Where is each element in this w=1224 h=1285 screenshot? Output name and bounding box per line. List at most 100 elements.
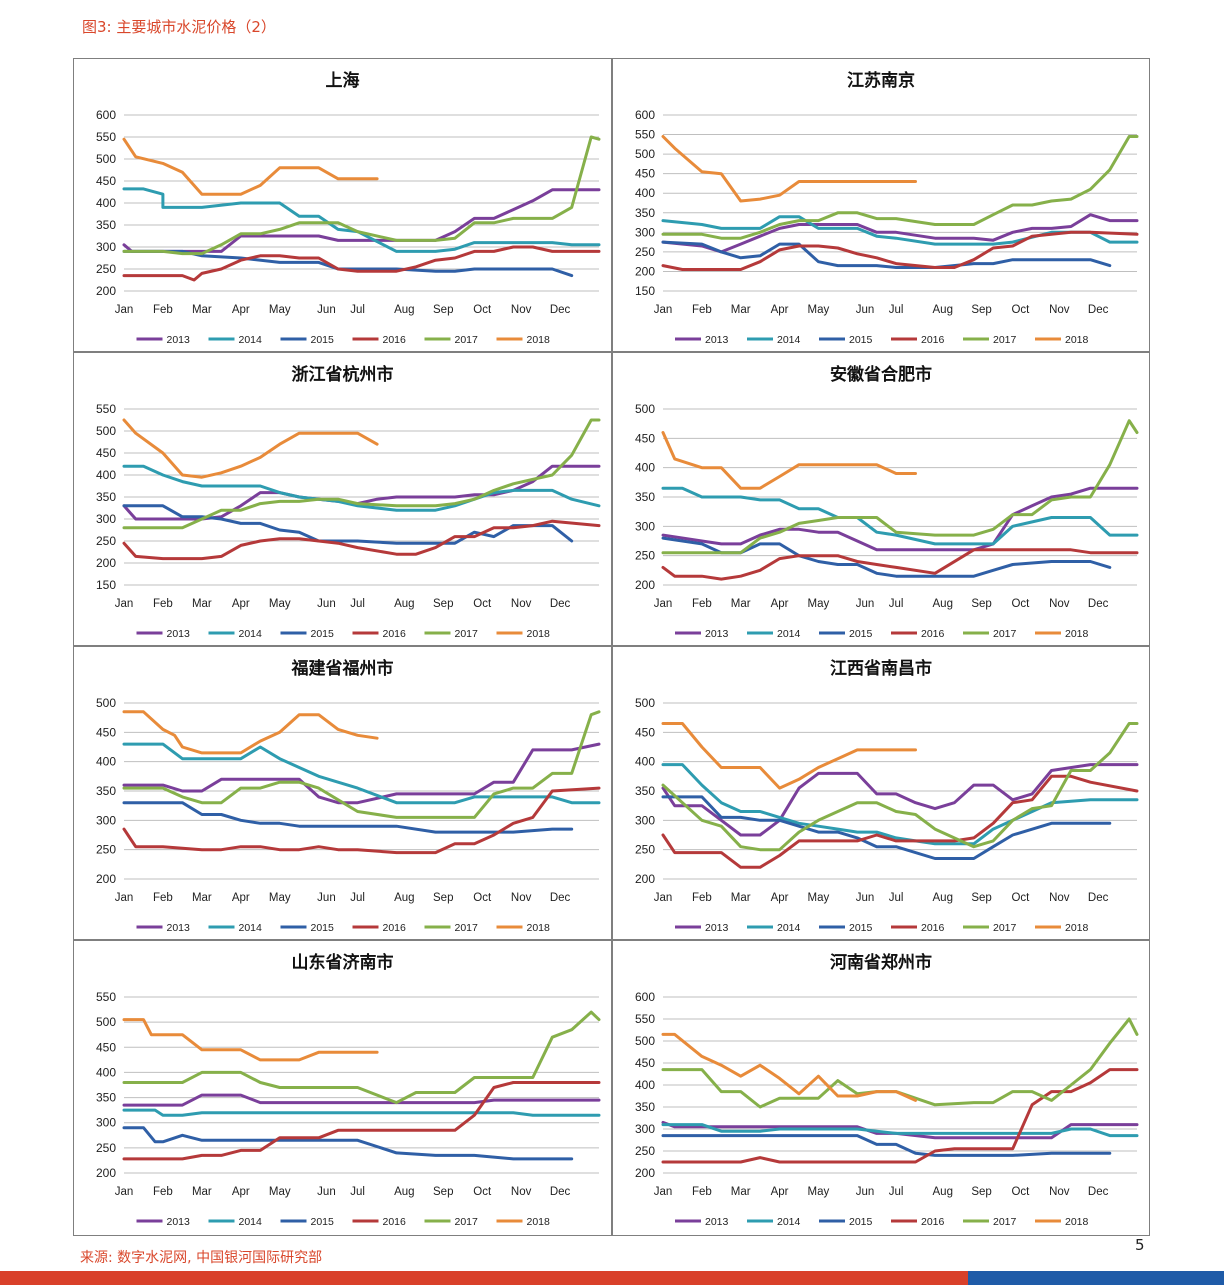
chart-legend: 2013 2014 2015 2016 2017 2018	[136, 1216, 550, 1228]
chart-title: 江苏南京	[847, 70, 915, 91]
legend-label-2016: 2016	[383, 334, 407, 346]
x-tick-label: Jun	[856, 598, 875, 610]
legend-label-2017: 2017	[455, 628, 479, 640]
x-tick-label: Nov	[1049, 598, 1070, 610]
legend-label-2015: 2015	[849, 922, 873, 934]
x-tick-label: May	[808, 598, 830, 610]
y-tick-label: 450	[96, 725, 116, 739]
x-tick-label: Mar	[731, 892, 751, 904]
chart-panel-zhengzhou: 河南省郑州市 200 250 300 350 400 450 500 550 600 Jan Feb M…	[612, 940, 1150, 1236]
series-line-2013	[122, 742, 601, 805]
x-tick-label: Feb	[692, 1186, 712, 1198]
chart-legend: 2013 2014 2015 2016 2017 2018	[675, 628, 1089, 640]
x-tick-label: Jun	[856, 304, 875, 316]
series-line-2016	[661, 230, 1139, 271]
x-tick-label: Mar	[192, 304, 212, 316]
chart-title: 浙江省杭州市	[292, 364, 394, 385]
y-tick-label: 300	[96, 512, 116, 526]
chart-legend: 2013 2014 2015 2016 2017 2018	[136, 628, 550, 640]
series-line-2018	[122, 418, 379, 479]
chart-panel-jinan: 山东省济南市 200 250 300 350 400 450 500 550 Jan Feb Mar A…	[73, 940, 612, 1236]
x-tick-label: Jul	[350, 1186, 365, 1198]
x-tick-label: Oct	[1011, 304, 1030, 316]
chart-svg: 山东省济南市 200 250 300 350 400 450 500 550 Jan Feb Mar A…	[96, 952, 601, 1228]
chart-legend: 2013 2014 2015 2016 2017 2018	[675, 334, 1089, 346]
series-line-2014	[122, 742, 601, 805]
legend-label-2014: 2014	[777, 922, 801, 934]
x-tick-label: Mar	[731, 304, 751, 316]
x-tick-label: Jul	[889, 304, 904, 316]
legend-label-2014: 2014	[239, 334, 263, 346]
chart-title: 山东省济南市	[292, 952, 394, 973]
x-tick-label: Jun	[856, 1186, 875, 1198]
series-line-2013	[122, 464, 601, 521]
y-tick-label: 400	[635, 1078, 655, 1092]
x-tick-label: Jun	[317, 304, 336, 316]
legend-label-2014: 2014	[777, 1216, 801, 1228]
series-line-2013	[661, 1120, 1139, 1140]
x-tick-label: Aug	[933, 1186, 953, 1198]
x-tick-label: Sep	[971, 1186, 991, 1198]
y-tick-label: 350	[96, 1091, 116, 1105]
legend-label-2018: 2018	[1065, 922, 1089, 934]
series-line-2013	[122, 1093, 601, 1107]
legend-label-2017: 2017	[993, 922, 1017, 934]
x-tick-label: Aug	[933, 598, 953, 610]
series-line-2015	[661, 240, 1112, 269]
x-tick-label: May	[808, 1186, 830, 1198]
x-tick-label: Oct	[1011, 598, 1030, 610]
chart-grid: 上海 200 250 300 350 400 450 500 550 600 Jan Feb Mar Ap…	[73, 58, 1150, 1236]
x-tick-label: Jan	[654, 304, 673, 316]
chart-panel-hangzhou: 浙江省杭州市 150 200 250 300 350 400 450 500 550 Jan Feb M…	[73, 352, 612, 646]
y-tick-label: 600	[96, 108, 116, 122]
x-tick-label: Mar	[192, 598, 212, 610]
chart-svg: 福建省福州市 200 250 300 350 400 450 500 Jan Feb Mar Apr M…	[96, 658, 601, 934]
legend-label-2018: 2018	[527, 922, 551, 934]
y-tick-label: 150	[96, 578, 116, 592]
series-line-2013	[661, 763, 1139, 837]
x-tick-label: Aug	[394, 304, 414, 316]
series-line-2016	[122, 786, 601, 855]
x-tick-label: Dec	[550, 892, 571, 904]
series-line-2017	[661, 419, 1139, 555]
legend-label-2014: 2014	[777, 334, 801, 346]
x-tick-label: Aug	[933, 892, 953, 904]
legend-label-2017: 2017	[993, 628, 1017, 640]
x-tick-label: Dec	[550, 1186, 571, 1198]
y-tick-label: 350	[635, 206, 655, 220]
y-tick-label: 550	[635, 128, 655, 142]
chart-title: 福建省福州市	[291, 658, 394, 679]
x-tick-label: Nov	[511, 598, 532, 610]
x-tick-label: Nov	[511, 1186, 532, 1198]
chart-legend: 2013 2014 2015 2016 2017 2018	[136, 334, 550, 346]
x-tick-label: Feb	[153, 1186, 173, 1198]
y-tick-label: 400	[635, 186, 655, 200]
series-line-2015	[122, 1126, 574, 1161]
x-tick-label: Apr	[771, 304, 789, 316]
series-line-2017	[661, 722, 1139, 852]
legend-label-2016: 2016	[921, 922, 945, 934]
y-tick-label: 200	[96, 556, 116, 570]
x-tick-label: Apr	[232, 1186, 250, 1198]
x-tick-label: May	[269, 304, 291, 316]
x-tick-label: Apr	[771, 1186, 789, 1198]
series-line-2017	[122, 135, 601, 256]
legend-label-2015: 2015	[311, 334, 335, 346]
series-line-2014	[661, 1123, 1139, 1138]
x-tick-label: Sep	[971, 598, 991, 610]
source-note: 来源: 数字水泥网, 中国银河国际研究部	[80, 1250, 323, 1266]
x-tick-label: Jul	[889, 892, 904, 904]
y-tick-label: 500	[635, 1034, 655, 1048]
y-tick-label: 400	[96, 755, 116, 769]
y-tick-label: 250	[96, 262, 116, 276]
legend-label-2014: 2014	[239, 922, 263, 934]
y-tick-label: 350	[635, 1100, 655, 1114]
x-tick-label: Sep	[971, 304, 991, 316]
chart-svg: 江西省南昌市 200 250 300 350 400 450 500 Jan Feb Mar Apr M…	[635, 658, 1139, 934]
x-tick-label: Jan	[654, 598, 673, 610]
y-tick-label: 200	[96, 284, 116, 298]
series-line-2017	[661, 135, 1139, 240]
legend-label-2013: 2013	[167, 922, 191, 934]
legend-label-2015: 2015	[311, 1216, 335, 1228]
legend-label-2017: 2017	[455, 1216, 479, 1228]
